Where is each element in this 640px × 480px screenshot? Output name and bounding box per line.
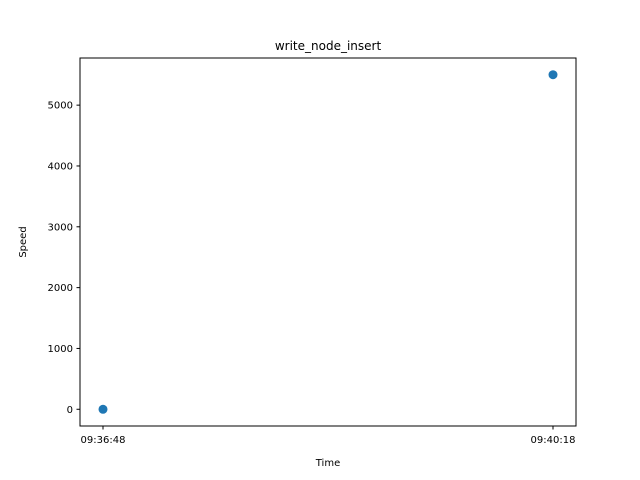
y-axis: 0 1000 2000 3000 4000 5000 [48, 101, 80, 416]
y-tick-label: 1000 [48, 344, 73, 355]
y-tick-label: 3000 [48, 222, 73, 233]
data-point [548, 70, 558, 80]
chart-title: write_node_insert [275, 39, 382, 53]
y-tick-label: 4000 [48, 161, 73, 172]
plot-frame [79, 57, 577, 427]
y-tick-label: 2000 [48, 283, 73, 294]
x-tick-label: 09:40:18 [531, 435, 576, 446]
x-tick-label: 09:36:48 [81, 435, 126, 446]
y-tick-label: 0 [67, 405, 73, 416]
data-points [98, 70, 558, 414]
y-tick-label: 5000 [48, 101, 73, 112]
x-axis: 09:36:48 09:40:18 [81, 426, 576, 446]
x-axis-label: Time [315, 458, 340, 469]
data-point [98, 404, 108, 414]
y-axis-label: Speed [18, 226, 29, 257]
